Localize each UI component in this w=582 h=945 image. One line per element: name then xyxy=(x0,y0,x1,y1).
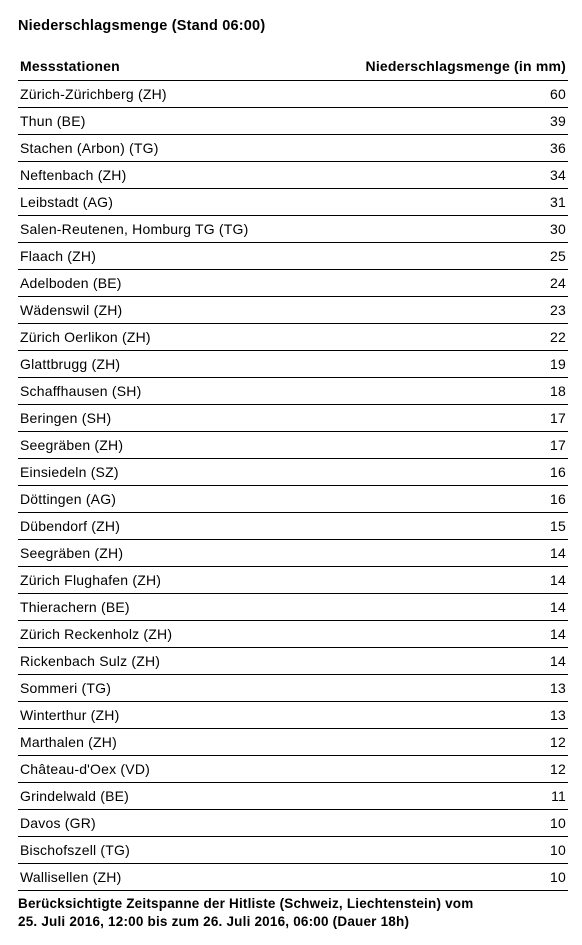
table-row: Thun (BE)39 xyxy=(18,108,568,135)
table-row: Davos (GR)10 xyxy=(18,810,568,837)
station-cell: Stachen (Arbon) (TG) xyxy=(18,135,311,162)
value-cell: 11 xyxy=(311,783,568,810)
table-row: Beringen (SH)17 xyxy=(18,405,568,432)
station-cell: Dübendorf (ZH) xyxy=(18,513,311,540)
station-cell: Adelboden (BE) xyxy=(18,270,311,297)
value-cell: 17 xyxy=(311,405,568,432)
station-cell: Seegräben (ZH) xyxy=(18,540,311,567)
table-row: Seegräben (ZH)14 xyxy=(18,540,568,567)
value-cell: 14 xyxy=(311,594,568,621)
value-cell: 24 xyxy=(311,270,568,297)
station-cell: Bischofszell (TG) xyxy=(18,837,311,864)
station-cell: Einsiedeln (SZ) xyxy=(18,459,311,486)
table-row: Dübendorf (ZH)15 xyxy=(18,513,568,540)
value-cell: 12 xyxy=(311,729,568,756)
station-cell: Glattbrugg (ZH) xyxy=(18,351,311,378)
table-row: Stachen (Arbon) (TG)36 xyxy=(18,135,568,162)
footer-line-2: 25. Juli 2016, 12:00 bis zum 26. Juli 20… xyxy=(18,914,409,929)
value-cell: 13 xyxy=(311,675,568,702)
value-cell: 17 xyxy=(311,432,568,459)
station-cell: Château-d'Oex (VD) xyxy=(18,756,311,783)
table-row: Thierachern (BE)14 xyxy=(18,594,568,621)
station-cell: Thun (BE) xyxy=(18,108,311,135)
value-cell: 31 xyxy=(311,189,568,216)
footer-note: Berücksichtigte Zeitspanne der Hitliste … xyxy=(18,895,568,931)
page-title: Niederschlagsmenge (Stand 06:00) xyxy=(18,18,568,34)
station-cell: Zürich Flughafen (ZH) xyxy=(18,567,311,594)
station-cell: Zürich Oerlikon (ZH) xyxy=(18,324,311,351)
table-row: Bischofszell (TG)10 xyxy=(18,837,568,864)
table-row: Neftenbach (ZH)34 xyxy=(18,162,568,189)
value-cell: 14 xyxy=(311,540,568,567)
value-cell: 14 xyxy=(311,621,568,648)
value-cell: 14 xyxy=(311,567,568,594)
value-cell: 60 xyxy=(311,81,568,108)
table-row: Marthalen (ZH)12 xyxy=(18,729,568,756)
table-row: Zürich-Zürichberg (ZH)60 xyxy=(18,81,568,108)
value-cell: 13 xyxy=(311,702,568,729)
value-cell: 15 xyxy=(311,513,568,540)
value-cell: 16 xyxy=(311,486,568,513)
value-cell: 12 xyxy=(311,756,568,783)
value-cell: 10 xyxy=(311,810,568,837)
station-cell: Davos (GR) xyxy=(18,810,311,837)
station-cell: Grindelwald (BE) xyxy=(18,783,311,810)
station-cell: Neftenbach (ZH) xyxy=(18,162,311,189)
value-cell: 10 xyxy=(311,864,568,891)
col-header-value: Niederschlagsmenge (in mm) xyxy=(311,54,568,81)
station-cell: Winterthur (ZH) xyxy=(18,702,311,729)
station-cell: Marthalen (ZH) xyxy=(18,729,311,756)
value-cell: 39 xyxy=(311,108,568,135)
table-row: Seegräben (ZH)17 xyxy=(18,432,568,459)
table-row: Leibstadt (AG)31 xyxy=(18,189,568,216)
table-row: Einsiedeln (SZ)16 xyxy=(18,459,568,486)
station-cell: Salen-Reutenen, Homburg TG (TG) xyxy=(18,216,311,243)
station-cell: Seegräben (ZH) xyxy=(18,432,311,459)
value-cell: 14 xyxy=(311,648,568,675)
value-cell: 23 xyxy=(311,297,568,324)
value-cell: 30 xyxy=(311,216,568,243)
col-header-station: Messstationen xyxy=(18,54,311,81)
station-cell: Wädenswil (ZH) xyxy=(18,297,311,324)
station-cell: Zürich Reckenholz (ZH) xyxy=(18,621,311,648)
table-row: Sommeri (TG)13 xyxy=(18,675,568,702)
table-row: Wallisellen (ZH)10 xyxy=(18,864,568,891)
table-row: Grindelwald (BE)11 xyxy=(18,783,568,810)
table-header-row: Messstationen Niederschlagsmenge (in mm) xyxy=(18,54,568,81)
station-cell: Rickenbach Sulz (ZH) xyxy=(18,648,311,675)
table-row: Château-d'Oex (VD)12 xyxy=(18,756,568,783)
station-cell: Wallisellen (ZH) xyxy=(18,864,311,891)
station-cell: Thierachern (BE) xyxy=(18,594,311,621)
value-cell: 18 xyxy=(311,378,568,405)
value-cell: 25 xyxy=(311,243,568,270)
table-row: Zürich Reckenholz (ZH)14 xyxy=(18,621,568,648)
station-cell: Beringen (SH) xyxy=(18,405,311,432)
table-row: Glattbrugg (ZH)19 xyxy=(18,351,568,378)
station-cell: Sommeri (TG) xyxy=(18,675,311,702)
table-row: Zürich Oerlikon (ZH)22 xyxy=(18,324,568,351)
value-cell: 19 xyxy=(311,351,568,378)
table-row: Wädenswil (ZH)23 xyxy=(18,297,568,324)
value-cell: 10 xyxy=(311,837,568,864)
station-cell: Leibstadt (AG) xyxy=(18,189,311,216)
table-row: Rickenbach Sulz (ZH)14 xyxy=(18,648,568,675)
value-cell: 16 xyxy=(311,459,568,486)
precipitation-table: Messstationen Niederschlagsmenge (in mm)… xyxy=(18,54,568,891)
footer-line-1: Berücksichtigte Zeitspanne der Hitliste … xyxy=(18,896,473,911)
value-cell: 36 xyxy=(311,135,568,162)
table-row: Salen-Reutenen, Homburg TG (TG)30 xyxy=(18,216,568,243)
value-cell: 34 xyxy=(311,162,568,189)
station-cell: Döttingen (AG) xyxy=(18,486,311,513)
station-cell: Schaffhausen (SH) xyxy=(18,378,311,405)
station-cell: Flaach (ZH) xyxy=(18,243,311,270)
table-row: Döttingen (AG)16 xyxy=(18,486,568,513)
table-row: Winterthur (ZH)13 xyxy=(18,702,568,729)
table-row: Schaffhausen (SH)18 xyxy=(18,378,568,405)
table-row: Adelboden (BE)24 xyxy=(18,270,568,297)
table-row: Flaach (ZH)25 xyxy=(18,243,568,270)
value-cell: 22 xyxy=(311,324,568,351)
table-row: Zürich Flughafen (ZH)14 xyxy=(18,567,568,594)
station-cell: Zürich-Zürichberg (ZH) xyxy=(18,81,311,108)
